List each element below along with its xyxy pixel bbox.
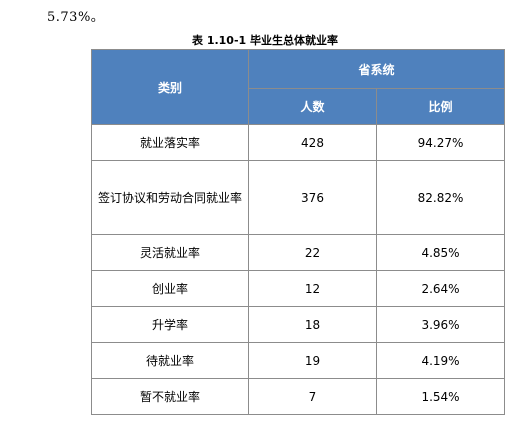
- row-count: 12: [248, 270, 377, 307]
- row-category: 待就业率: [91, 342, 249, 379]
- count-header: 人数: [248, 88, 377, 125]
- row-count: 19: [248, 342, 377, 379]
- table-row: 升学率 18 3.96%: [91, 306, 506, 343]
- lead-text: 5.73%。: [47, 10, 105, 25]
- row-category: 签订协议和劳动合同就业率: [91, 160, 249, 235]
- row-ratio: 1.54%: [375, 378, 506, 415]
- row-count: 18: [248, 306, 377, 343]
- row-category: 升学率: [91, 306, 249, 343]
- employment-rate-table: 类别 省系统 人数 比例 就业落实率 428 94.27% 签订协议和劳动合同就…: [91, 49, 506, 415]
- row-category: 就业落实率: [91, 124, 249, 161]
- row-ratio: 2.64%: [375, 270, 506, 307]
- row-ratio: 3.96%: [375, 306, 506, 343]
- category-header: 类别: [91, 49, 249, 125]
- row-count: 7: [248, 378, 377, 415]
- table-row: 灵活就业率 22 4.85%: [91, 234, 506, 271]
- row-count: 376: [248, 160, 377, 235]
- row-category: 创业率: [91, 270, 249, 307]
- row-ratio: 4.85%: [375, 234, 506, 271]
- table-row: 创业率 12 2.64%: [91, 270, 506, 307]
- group-header: 省系统: [247, 49, 506, 89]
- row-ratio: 4.19%: [375, 342, 506, 379]
- table-row: 就业落实率 428 94.27%: [91, 124, 506, 161]
- table-row: 签订协议和劳动合同就业率 376 82.82%: [91, 160, 506, 235]
- table-row: 待就业率 19 4.19%: [91, 342, 506, 379]
- row-ratio: 94.27%: [375, 124, 506, 161]
- row-ratio: 82.82%: [375, 160, 506, 235]
- ratio-header: 比例: [375, 88, 506, 125]
- table-caption: 表 1.10-1 毕业生总体就业率: [191, 34, 339, 47]
- table-row: 暂不就业率 7 1.54%: [91, 378, 506, 415]
- row-count: 428: [248, 124, 377, 161]
- row-count: 22: [248, 234, 377, 271]
- row-category: 灵活就业率: [91, 234, 249, 271]
- row-category: 暂不就业率: [91, 378, 249, 415]
